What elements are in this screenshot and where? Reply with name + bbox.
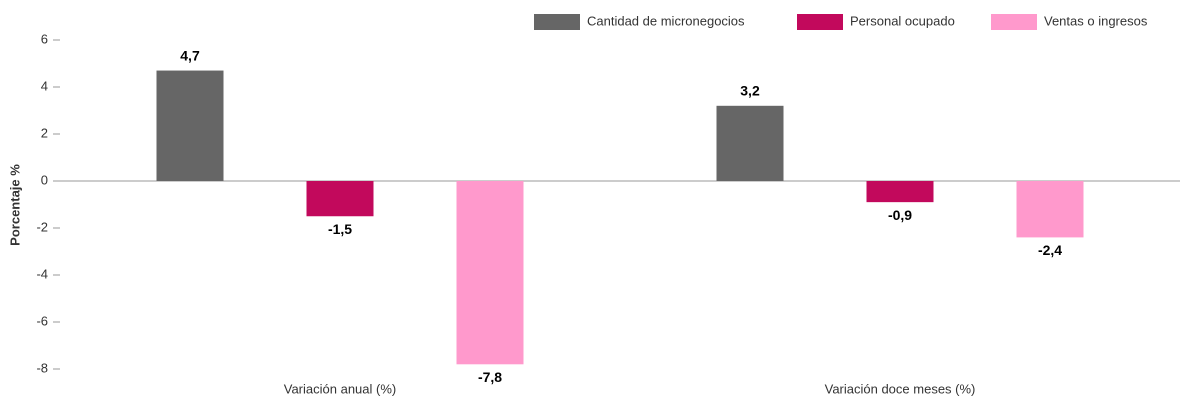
x-tick-label: Variación doce meses (%): [825, 381, 976, 396]
x-tick-label: Variación anual (%): [284, 381, 396, 396]
legend-label: Personal ocupado: [850, 13, 955, 28]
data-label: 3,2: [740, 83, 760, 99]
data-label: -0,9: [888, 207, 912, 223]
legend-swatch: [991, 14, 1037, 30]
bar: [866, 181, 934, 203]
bar: [156, 70, 224, 181]
y-tick-label: -8: [36, 360, 48, 375]
y-tick-label: -6: [36, 313, 48, 328]
data-label: -2,4: [1038, 242, 1062, 258]
y-tick-label: 4: [41, 78, 48, 93]
data-label: 4,7: [180, 47, 200, 63]
y-tick-label: -4: [36, 266, 48, 281]
y-tick-label: 6: [41, 31, 48, 46]
bar: [456, 181, 524, 365]
legend-label: Ventas o ingresos: [1044, 13, 1148, 28]
legend-swatch: [797, 14, 843, 30]
data-label: -1,5: [328, 221, 352, 237]
bar: [1016, 181, 1084, 238]
data-label: -7,8: [478, 369, 502, 385]
bar: [716, 105, 784, 181]
legend-label: Cantidad de micronegocios: [587, 13, 745, 28]
y-axis-label: Porcentaje %: [7, 164, 22, 246]
y-tick-label: 0: [41, 172, 48, 187]
bar: [306, 181, 374, 217]
y-tick-label: -2: [36, 219, 48, 234]
y-tick-label: 2: [41, 125, 48, 140]
legend-swatch: [534, 14, 580, 30]
